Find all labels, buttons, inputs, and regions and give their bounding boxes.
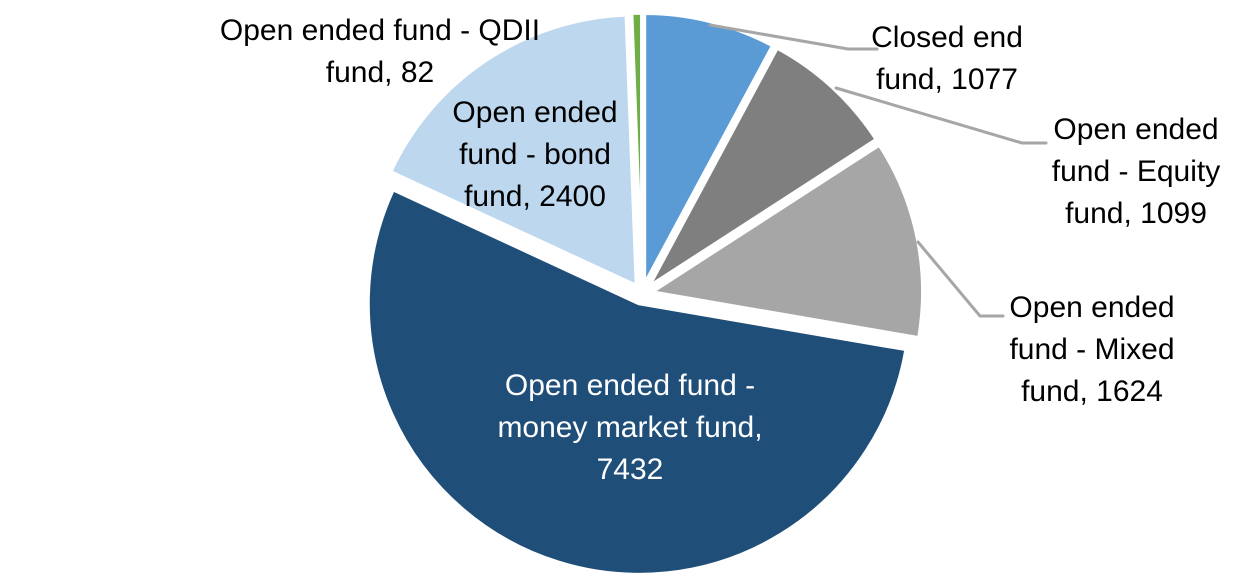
label-line: fund - bond <box>459 138 611 171</box>
pie-slice-4[interactable] <box>388 13 639 288</box>
label-line: 7432 <box>596 453 664 486</box>
label-line: fund, 2400 <box>464 180 606 213</box>
pie-slice-0[interactable] <box>642 11 775 287</box>
label-equity-fund: Open ended fund - Equity fund, 1099 <box>1016 109 1250 235</box>
leader-line-0 <box>708 23 879 51</box>
label-closed-end-fund: Closed end fund, 1077 <box>827 17 1067 101</box>
label-line: Open ended <box>1053 113 1219 146</box>
label-line: Open ended fund - <box>504 369 756 402</box>
leader-line-2 <box>916 240 1005 318</box>
label-line: fund, 82 <box>325 56 435 89</box>
label-line: Closed end <box>871 21 1023 54</box>
label-line: fund, 1077 <box>876 63 1018 96</box>
label-money-market-fund: Open ended fund - money market fund, 743… <box>450 365 810 491</box>
label-line: Open ended fund - QDII <box>219 14 541 47</box>
label-mixed-fund: Open ended fund - Mixed fund, 1624 <box>972 287 1212 413</box>
pie-slice-5[interactable] <box>629 11 644 286</box>
label-line: fund - Equity <box>1051 155 1221 188</box>
label-line: fund - Mixed <box>1009 333 1175 366</box>
label-line: fund, 1099 <box>1065 197 1207 230</box>
pie-slice-2[interactable] <box>650 143 925 340</box>
pie-slice-1[interactable] <box>647 46 879 289</box>
leader-line-1 <box>834 86 1048 145</box>
pie-slice-3[interactable] <box>366 187 908 577</box>
label-qdii-fund: Open ended fund - QDII fund, 82 <box>200 10 560 94</box>
label-line: Open ended <box>1009 291 1175 324</box>
label-bond-fund: Open ended fund - bond fund, 2400 <box>405 92 665 218</box>
label-line: fund, 1624 <box>1021 375 1163 408</box>
label-line: money market fund, <box>497 411 763 444</box>
label-line: Open ended <box>452 96 618 129</box>
